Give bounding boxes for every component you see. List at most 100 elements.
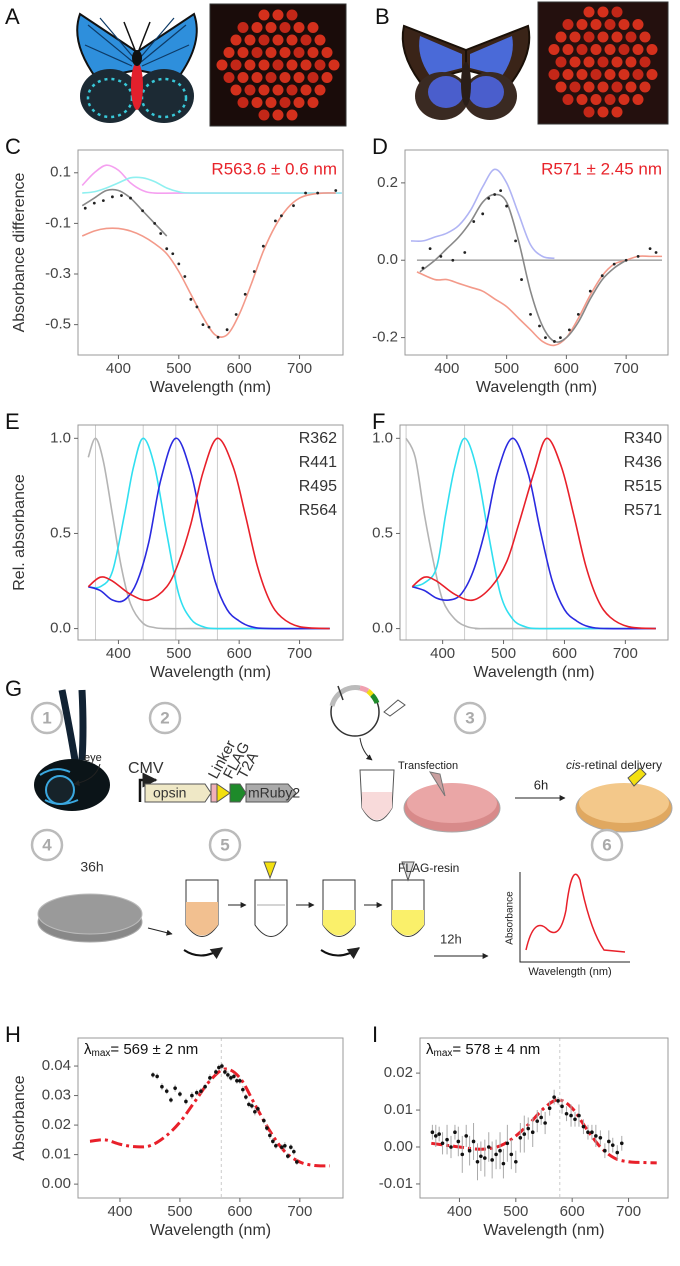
ommatidium <box>272 9 284 21</box>
incubation: 12h <box>440 931 462 946</box>
annotation-symbol: λ <box>84 1041 92 1058</box>
series-line <box>416 255 663 347</box>
ommatidium <box>618 94 630 105</box>
series-line <box>419 193 627 343</box>
data-point <box>449 1145 453 1149</box>
ommatidium <box>237 22 249 33</box>
step-circle <box>208 828 242 862</box>
ommatidium <box>265 22 277 33</box>
data-point <box>286 1154 290 1158</box>
y-tick-label: 1.0 <box>50 429 71 446</box>
illustration-part <box>134 69 194 123</box>
data-point <box>184 1099 188 1104</box>
ommatidium <box>258 109 270 121</box>
illustration-part <box>254 879 288 937</box>
data-point <box>250 1104 254 1108</box>
ommatidium <box>321 47 333 58</box>
ommatidium <box>216 59 228 71</box>
data-point <box>226 1073 230 1077</box>
step-number: 1 <box>42 708 51 727</box>
y-tick-label: 0.1 <box>50 164 71 181</box>
ommatidium <box>230 34 242 46</box>
ommatidium <box>583 31 595 43</box>
panel-label: I <box>372 1022 378 1047</box>
x-tick-label: 700 <box>287 1203 312 1220</box>
series-line <box>88 437 330 630</box>
ommatidium <box>223 72 235 83</box>
annotation: R563.6 ± 0.6 nm <box>211 159 337 178</box>
ommatidium <box>583 81 595 93</box>
ommatidium <box>611 6 623 18</box>
ommatidium <box>272 84 284 96</box>
data-point <box>92 201 96 205</box>
x-axis-title: Wavelength (nm) <box>150 664 271 681</box>
illustration-part <box>627 767 647 787</box>
linker-box <box>210 783 218 803</box>
data-point <box>588 289 592 293</box>
promoter-arrow <box>138 772 158 802</box>
data-point <box>217 1065 221 1070</box>
y-axis-title: Absorbance <box>11 1075 28 1160</box>
data-point <box>295 1160 299 1164</box>
data-point <box>564 1111 569 1116</box>
diagram: eye CMV opsin mRuby2 Linker FLAG T2A Tra… <box>34 685 673 978</box>
y-tick-label: 0.2 <box>377 174 398 191</box>
x-tick-label: 600 <box>554 360 579 377</box>
ommatidium <box>583 106 595 118</box>
data-point <box>498 1148 502 1153</box>
data-point <box>544 336 547 339</box>
data-point <box>505 204 509 208</box>
y-tick-label: -0.2 <box>372 329 398 346</box>
data-point <box>153 221 157 225</box>
data-point <box>487 196 491 200</box>
x-tick-label: 500 <box>503 1203 528 1220</box>
illustration-part <box>370 693 380 704</box>
plot-frame <box>399 424 669 641</box>
data-point <box>479 1154 483 1159</box>
data-point <box>460 1152 465 1157</box>
y-axis-title: Rel. absorbance <box>11 474 28 591</box>
data-point <box>437 1132 441 1136</box>
ommatidium <box>604 69 616 80</box>
arrow <box>73 763 101 786</box>
ommatidium <box>604 44 616 55</box>
illustration-part <box>80 69 140 123</box>
ommatidium <box>646 69 658 80</box>
annotation: R571 ± 2.45 nm <box>541 159 662 178</box>
data-point <box>619 1141 624 1146</box>
annotation-symbol: λ <box>426 1041 434 1058</box>
dish-grey <box>37 893 143 943</box>
illustration-part <box>183 947 223 960</box>
series-line <box>431 1098 657 1165</box>
ommatidium <box>286 84 298 96</box>
data-point <box>463 251 467 254</box>
data-point <box>189 297 193 301</box>
data-point <box>199 1089 203 1093</box>
insect-head <box>34 689 110 811</box>
y-tick-label: 0.04 <box>42 1057 71 1074</box>
arrow <box>147 927 173 936</box>
ommatidium <box>548 69 560 80</box>
plot-frame <box>77 1037 344 1199</box>
y-axis-title: Absorbance difference <box>11 172 28 332</box>
ommatidium <box>639 81 651 93</box>
ommatidium <box>258 34 270 46</box>
x-tick-label: 400 <box>447 1203 472 1220</box>
ommatidium <box>576 44 588 55</box>
data-point <box>538 324 541 328</box>
data-point <box>234 313 238 316</box>
data-point <box>165 247 169 251</box>
x-tick-label: 600 <box>560 1203 585 1220</box>
illustration-part <box>428 771 446 797</box>
ommatidium <box>632 94 644 105</box>
annotation: λmax= 578 ± 4 nm <box>426 1041 540 1059</box>
ommatidium <box>597 56 609 68</box>
data-point <box>486 1145 491 1149</box>
ommatidium <box>314 84 326 96</box>
y-tick-label: 0.5 <box>372 524 393 541</box>
ommatidium <box>279 72 291 83</box>
incubation: 36h <box>80 859 103 875</box>
x-tick-label: 400 <box>434 360 459 377</box>
ommatidium <box>597 106 609 118</box>
ommatidium <box>569 81 581 93</box>
